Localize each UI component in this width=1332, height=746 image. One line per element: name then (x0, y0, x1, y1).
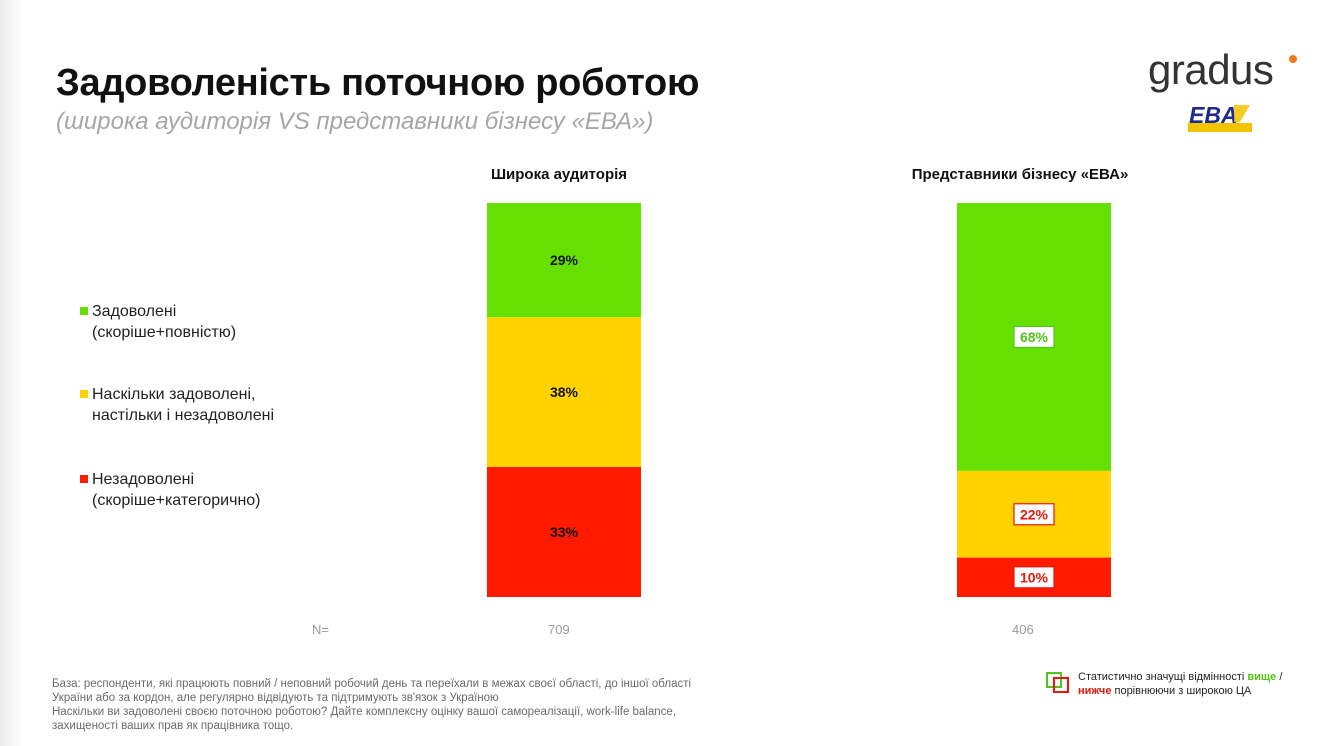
footnote-line: База: респонденти, які працюють повний /… (52, 678, 692, 690)
column-header-broad-audience: Широка аудиторія (490, 166, 628, 183)
significance-lower: нижче (1078, 685, 1112, 697)
legend-label: настільки і незадоволені (92, 407, 275, 424)
bar-segment-0-2 (487, 466, 641, 597)
gradus-logo: gradus (1148, 46, 1274, 93)
page-title: Задоволеність поточною роботою (56, 62, 700, 104)
footnote: База: респонденти, які працюють повний /… (52, 677, 772, 733)
data-label-1-2: 10% (1020, 569, 1049, 585)
legend-label: Незадоволені (92, 471, 195, 488)
footnote-line: Наскільки ви задоволені своєю поточною р… (52, 706, 677, 718)
significance-text-after: порівнюючи з широкою ЦА (1111, 685, 1252, 697)
legend-label: (скоріше+повністю) (92, 324, 237, 341)
legend-label: Задоволені (92, 303, 177, 320)
significance-legend-text: Статистично значущі відмінності вище / н… (1078, 670, 1318, 698)
legend-item-dissatisfied: Незадоволені (скоріше+категорично) (80, 469, 261, 511)
n-value-eba-business: 406 (1012, 622, 1034, 637)
data-label-1-0: 68% (1020, 329, 1049, 345)
n-value-broad-audience: 709 (548, 622, 570, 637)
footnote-line: захищеності ваших прав як працівника тощ… (52, 720, 294, 732)
data-label-0-1: 38% (550, 384, 579, 400)
data-label-0-2: 33% (550, 524, 579, 540)
bar-segment-0-0 (487, 203, 641, 318)
significance-higher: вище (1247, 671, 1277, 683)
bar-segment-0-1 (487, 317, 641, 467)
legend-label: Наскільки задоволені, (92, 386, 256, 403)
eba-logo: EBA (1188, 102, 1252, 132)
data-label-1-1: 22% (1020, 506, 1049, 522)
legend-swatch-satisfied (80, 307, 88, 315)
data-label-0-0: 29% (550, 252, 579, 268)
legend-item-neutral: Наскільки задоволені, настільки і незадо… (80, 384, 274, 426)
significance-box-1-1 (1013, 503, 1055, 526)
significance-box-1-0 (1013, 325, 1055, 349)
legend-swatch-neutral (80, 390, 88, 398)
page-subtitle: (широка аудиторія VS представники бізнес… (56, 108, 654, 135)
legend-label: (скоріше+категорично) (92, 492, 261, 509)
legend-item-satisfied: Задоволені (скоріше+повністю) (80, 301, 236, 343)
significance-slash: / (1276, 671, 1283, 683)
significance-box-1-2 (1013, 566, 1055, 589)
legend-swatch-dissatisfied (80, 475, 88, 483)
significance-text-before: Статистично значущі відмінності (1078, 671, 1248, 683)
column-header-eba-business: Представники бізнесу «ЕВА» (911, 166, 1129, 183)
gradus-logo-dot (1289, 55, 1297, 63)
significance-icon (1046, 672, 1069, 693)
svg-text:EBA: EBA (1189, 102, 1238, 128)
n-label: N= (312, 622, 329, 637)
footnote-line: України або за кордон, але регулярно від… (52, 692, 499, 704)
page-edge-shadow (0, 0, 22, 746)
